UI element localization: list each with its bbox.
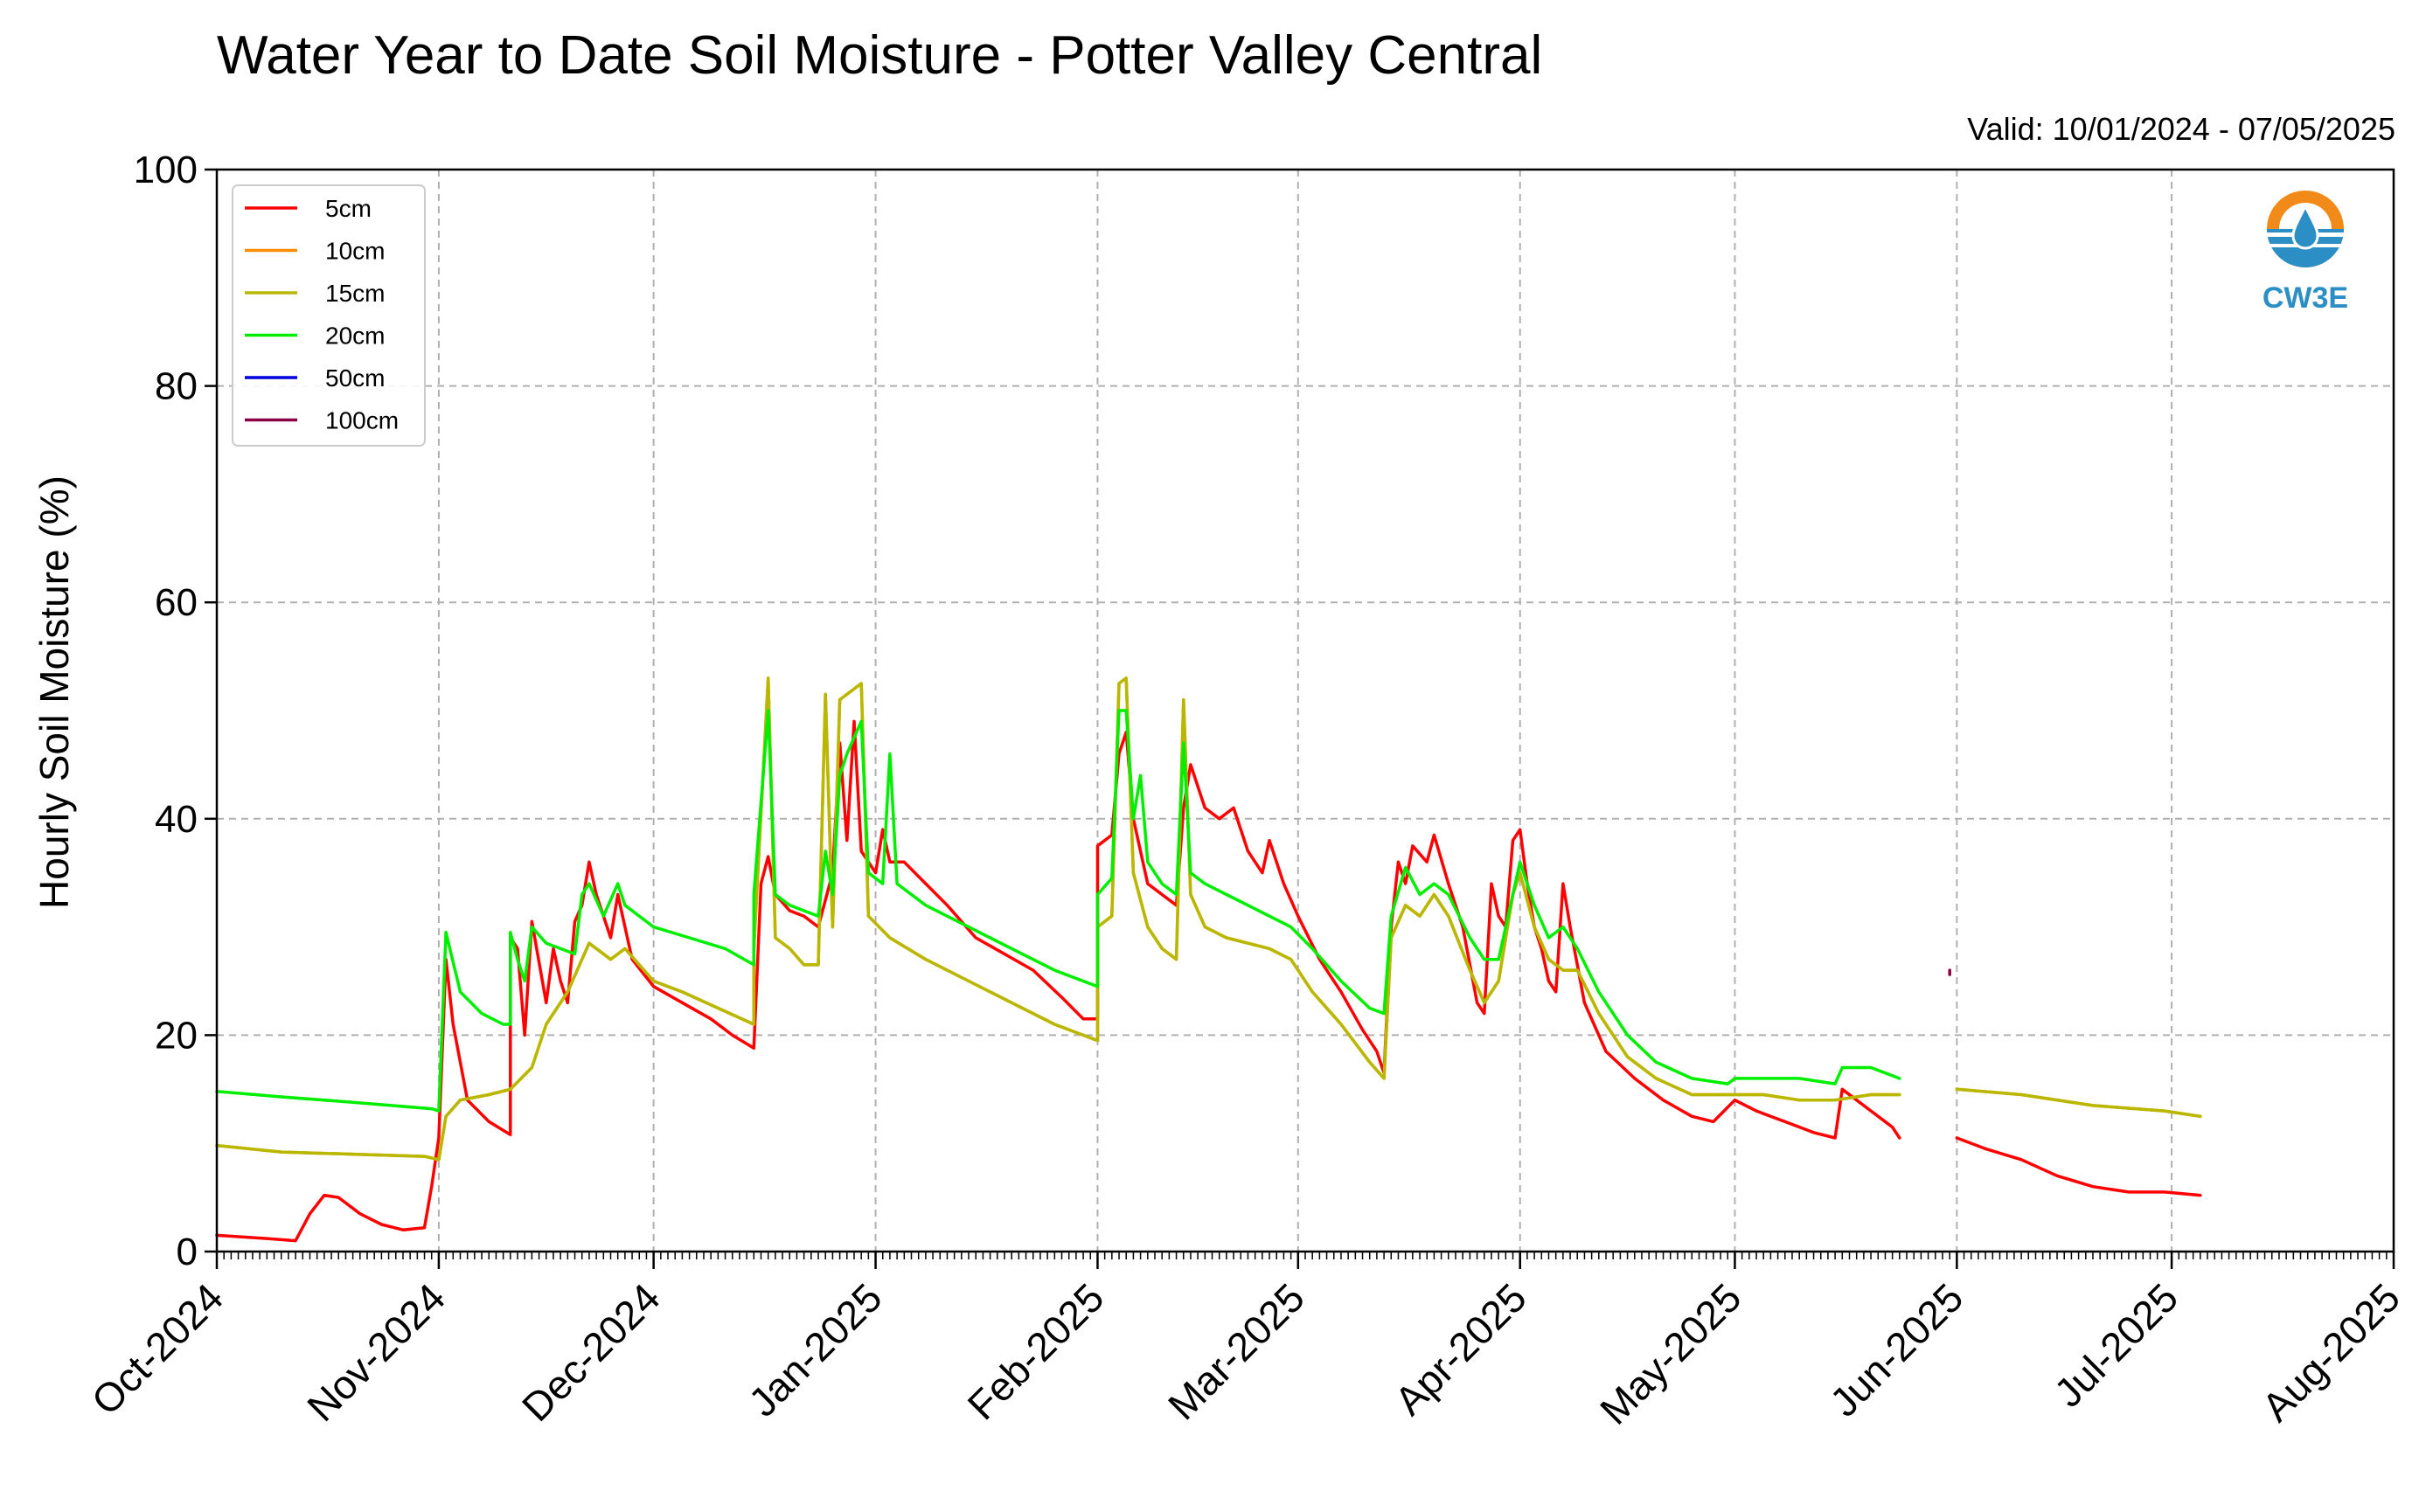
- legend-label: 100cm: [325, 407, 399, 434]
- y-tick-label: 60: [155, 581, 198, 624]
- series-15cm: [215, 676, 2202, 1162]
- legend-item: 50cm: [245, 364, 385, 392]
- legend-item: 10cm: [245, 238, 385, 265]
- legend-label: 50cm: [325, 364, 385, 392]
- legend-label: 5cm: [325, 195, 372, 222]
- legend-item: 15cm: [245, 280, 385, 307]
- y-tick-label: 40: [155, 798, 198, 841]
- y-axis-label: Hourly Soil Moisture (%): [31, 475, 77, 909]
- logo-text: CW3E: [2263, 281, 2348, 315]
- y-tick-label: 100: [134, 149, 198, 191]
- legend-item: 5cm: [245, 195, 372, 222]
- chart-subtitle: Valid: 10/01/2024 - 07/05/2025: [1967, 111, 2395, 147]
- y-tick-label: 80: [155, 365, 198, 408]
- series-20cm: [215, 709, 1901, 1113]
- cw3e-logo: CW3E: [2263, 191, 2348, 315]
- series-line-5cm: [1955, 1136, 2202, 1197]
- y-tick-label: 0: [177, 1231, 198, 1273]
- legend-item: 20cm: [245, 323, 385, 350]
- legend-item: 100cm: [245, 407, 399, 434]
- legend-label: 15cm: [325, 280, 385, 307]
- y-tick-label: 20: [155, 1014, 198, 1057]
- series-line-15cm: [1955, 1087, 2202, 1119]
- legend-label: 20cm: [325, 323, 385, 350]
- chart-title: Water Year to Date Soil Moisture - Potte…: [217, 25, 1542, 86]
- series-line-15cm: [215, 676, 1901, 1162]
- series-line-20cm: [215, 709, 1901, 1113]
- legend-label: 10cm: [325, 238, 385, 265]
